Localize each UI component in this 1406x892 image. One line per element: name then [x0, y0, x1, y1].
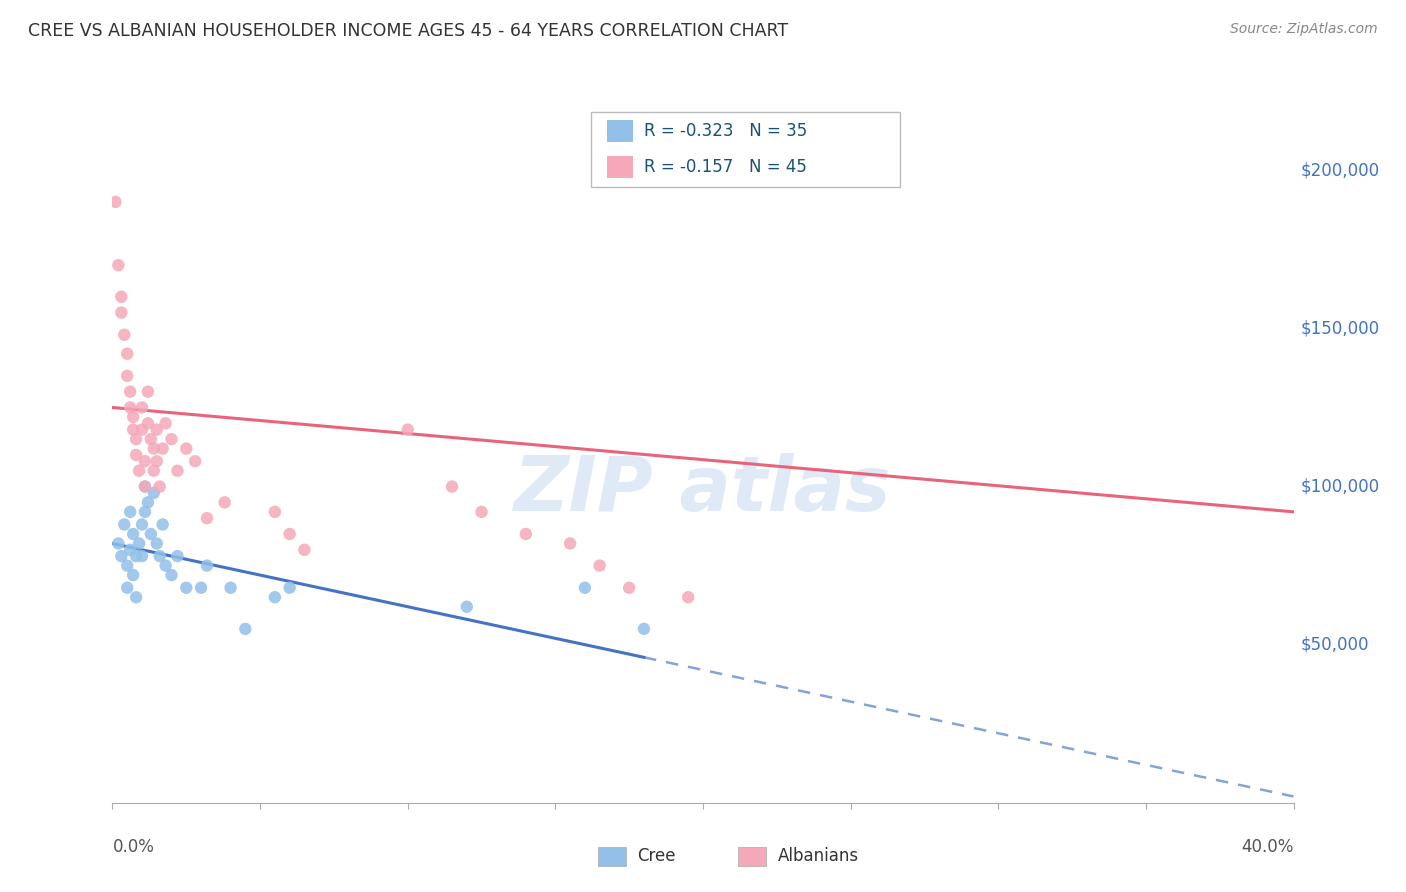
- Point: [195, 511, 218, 525]
- Point: [122, 568, 145, 582]
- Point: [117, 558, 138, 573]
- Point: [174, 581, 197, 595]
- Point: [142, 486, 165, 500]
- Point: [292, 542, 315, 557]
- Point: [134, 479, 156, 493]
- Point: [633, 622, 655, 636]
- Point: [110, 549, 132, 563]
- Point: [166, 549, 188, 563]
- Point: [117, 581, 138, 595]
- Point: [139, 527, 162, 541]
- Point: [146, 536, 169, 550]
- Text: R = -0.323   N = 35: R = -0.323 N = 35: [644, 122, 807, 140]
- Text: 0.0%: 0.0%: [112, 838, 155, 856]
- Point: [122, 423, 145, 437]
- Point: [112, 327, 135, 342]
- Text: Albanians: Albanians: [778, 847, 859, 865]
- Point: [134, 454, 156, 468]
- Text: Source: ZipAtlas.com: Source: ZipAtlas.com: [1230, 22, 1378, 37]
- Point: [128, 536, 150, 550]
- Point: [195, 558, 218, 573]
- Point: [155, 417, 177, 431]
- Point: [233, 622, 256, 636]
- Point: [152, 442, 174, 456]
- Text: $100,000: $100,000: [1301, 477, 1379, 496]
- Point: [264, 505, 287, 519]
- Point: [160, 432, 183, 446]
- Point: [117, 368, 138, 383]
- Point: [128, 464, 150, 478]
- Text: CREE VS ALBANIAN HOUSEHOLDER INCOME AGES 45 - 64 YEARS CORRELATION CHART: CREE VS ALBANIAN HOUSEHOLDER INCOME AGES…: [28, 22, 789, 40]
- Point: [174, 442, 197, 456]
- Point: [110, 290, 132, 304]
- Point: [219, 581, 242, 595]
- Point: [441, 479, 464, 493]
- Point: [131, 517, 153, 532]
- Point: [122, 409, 145, 424]
- Point: [131, 549, 153, 563]
- Point: [619, 581, 641, 595]
- Text: $200,000: $200,000: [1301, 161, 1379, 179]
- Point: [184, 454, 207, 468]
- Point: [678, 591, 700, 605]
- Point: [131, 401, 153, 415]
- Point: [117, 347, 138, 361]
- Point: [152, 517, 174, 532]
- Point: [125, 549, 148, 563]
- Text: R = -0.157   N = 45: R = -0.157 N = 45: [644, 158, 807, 176]
- Point: [149, 549, 172, 563]
- Point: [558, 536, 582, 550]
- Point: [149, 479, 172, 493]
- Point: [142, 464, 165, 478]
- Point: [120, 384, 142, 399]
- Text: Cree: Cree: [637, 847, 675, 865]
- Point: [214, 495, 236, 509]
- Text: $50,000: $50,000: [1301, 636, 1369, 654]
- Point: [125, 432, 148, 446]
- Point: [160, 568, 183, 582]
- Point: [190, 581, 212, 595]
- Point: [396, 423, 419, 437]
- Point: [146, 423, 169, 437]
- Point: [120, 505, 142, 519]
- Point: [110, 305, 132, 319]
- Point: [120, 401, 142, 415]
- Point: [136, 417, 159, 431]
- Text: ZIP atlas: ZIP atlas: [515, 453, 891, 526]
- Point: [120, 542, 142, 557]
- Point: [588, 558, 610, 573]
- Point: [131, 423, 153, 437]
- Point: [278, 581, 301, 595]
- Point: [122, 527, 145, 541]
- Point: [264, 591, 287, 605]
- Point: [112, 517, 135, 532]
- Text: 40.0%: 40.0%: [1241, 838, 1294, 856]
- Point: [134, 505, 156, 519]
- Point: [134, 479, 156, 493]
- Point: [142, 442, 165, 456]
- Point: [125, 448, 148, 462]
- Point: [107, 258, 129, 272]
- Point: [136, 495, 159, 509]
- Point: [574, 581, 596, 595]
- Point: [146, 454, 169, 468]
- Point: [166, 464, 188, 478]
- Point: [107, 536, 129, 550]
- Text: $150,000: $150,000: [1301, 319, 1379, 337]
- Point: [104, 194, 127, 209]
- Point: [125, 591, 148, 605]
- Point: [155, 558, 177, 573]
- Point: [470, 505, 494, 519]
- Point: [136, 384, 159, 399]
- Point: [278, 527, 301, 541]
- Point: [456, 599, 478, 614]
- Point: [139, 432, 162, 446]
- Point: [515, 527, 537, 541]
